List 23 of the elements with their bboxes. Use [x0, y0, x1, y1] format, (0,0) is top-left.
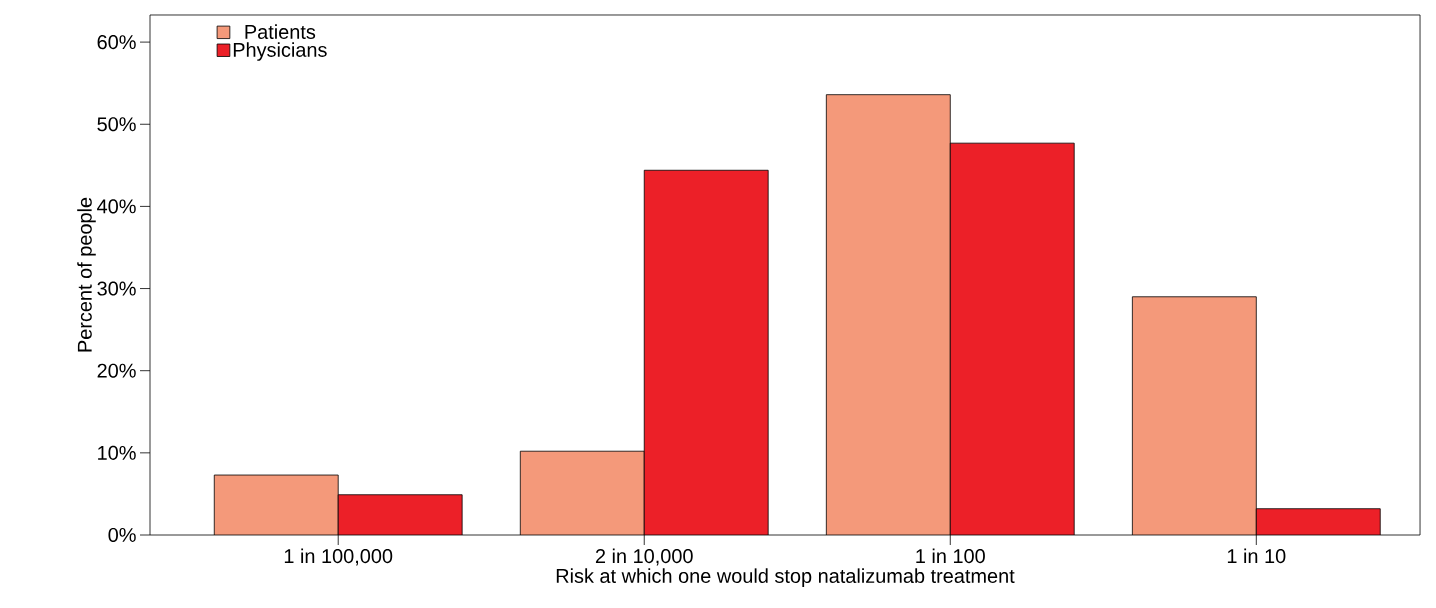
x-tick-label: 1 in 100,000: [284, 548, 393, 566]
y-axis-title: Percent of people: [77, 197, 96, 352]
y-tick-label: 20%: [97, 363, 136, 378]
bar: [1255, 508, 1381, 535]
bar: [825, 94, 951, 535]
y-tick-label: 40%: [97, 199, 136, 214]
bar: [644, 170, 769, 535]
x-tick-label: 1 in 10: [1227, 548, 1286, 564]
y-tick-label: 30%: [97, 281, 136, 296]
bar: [1131, 296, 1257, 535]
bar: [213, 474, 339, 535]
y-tick-label: 10%: [98, 445, 136, 460]
y-tick-label: 60%: [97, 35, 136, 50]
bar: [949, 142, 1075, 535]
x-tick-label: 2 in 10,000: [595, 548, 693, 566]
legend-label: Physicians: [233, 42, 327, 61]
x-tick-label: 1 in 100: [916, 548, 985, 564]
y-tick-label: 0%: [108, 527, 136, 543]
bar: [520, 451, 645, 535]
legend-label: Patients: [245, 24, 316, 39]
bar: [337, 494, 463, 535]
x-axis-title: Risk at which one would stop natalizumab treatment: [556, 568, 1015, 587]
y-tick-label: 50%: [97, 117, 136, 132]
